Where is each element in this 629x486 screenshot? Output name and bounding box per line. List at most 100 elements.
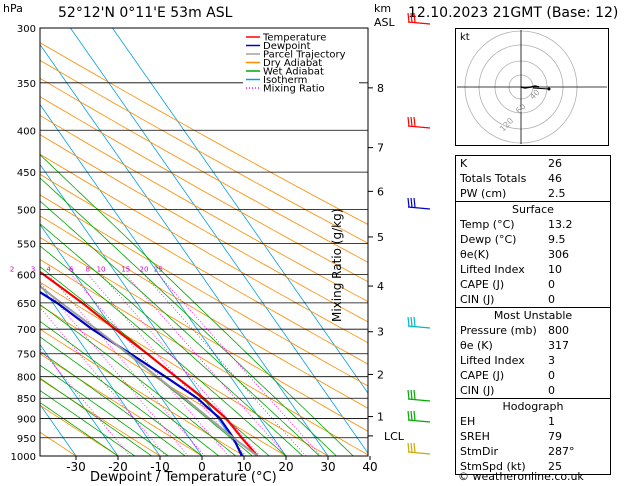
index-label: CIN (J) xyxy=(460,384,495,397)
isotherm xyxy=(40,403,77,456)
dry-adiabat xyxy=(40,96,368,283)
altitude-label: 2 xyxy=(377,368,384,381)
mixing-ratio-line xyxy=(158,274,322,456)
wet-adiabat xyxy=(40,364,169,456)
index-label: PW (cm) xyxy=(460,187,507,200)
index-row: StmDir 287° xyxy=(456,444,610,459)
wind-barb-flag xyxy=(413,316,416,327)
dry-adiabat xyxy=(40,404,119,456)
wind-barb-flag xyxy=(410,116,413,127)
hodograph-section-title: Hodograph xyxy=(456,398,610,414)
index-value: 0 xyxy=(548,384,555,397)
index-label: θe(K) xyxy=(460,248,490,261)
wind-barb xyxy=(407,451,431,455)
index-row: CAPE (J) 0 xyxy=(456,368,610,383)
mixing-ratio-line xyxy=(48,274,205,456)
wind-barb xyxy=(407,419,431,423)
index-value: 2.5 xyxy=(548,187,566,200)
storm-motion-dot xyxy=(547,87,551,91)
index-row: Dewp (°C) 9.5 xyxy=(456,232,610,247)
index-value: 306 xyxy=(548,248,569,261)
index-row: Totals Totals 46 xyxy=(456,171,610,186)
pressure-tick-label: 600 xyxy=(17,270,36,281)
pressure-tick-label: 1000 xyxy=(11,452,36,463)
wind-barb-flag xyxy=(410,197,413,208)
index-value: 1 xyxy=(548,415,555,428)
legend-box xyxy=(243,31,359,92)
legend-label: Wet Adiabat xyxy=(263,67,324,78)
dry-adiabat xyxy=(40,194,368,387)
legend-label: Dry Adiabat xyxy=(263,58,322,69)
x-axis-title: Dewpoint / Temperature (°C) xyxy=(90,470,277,485)
index-label: Temp (°C) xyxy=(460,218,515,231)
index-row: K 26 xyxy=(456,156,610,171)
x-tick-label: -20 xyxy=(108,460,128,474)
wind-barb-flag xyxy=(413,442,416,453)
index-label: SREH xyxy=(460,430,490,443)
location-label: 52°12'N 0°11'E 53m ASL xyxy=(58,5,233,21)
pressure-tick-label: 300 xyxy=(17,24,36,35)
series-dewpoint xyxy=(40,290,243,456)
index-label: EH xyxy=(460,415,476,428)
dry-adiabat xyxy=(40,353,203,456)
pressure-tick-label: 450 xyxy=(17,168,36,179)
index-value: 26 xyxy=(548,157,562,170)
index-value: 0 xyxy=(548,278,555,291)
x-tick-label: 10 xyxy=(236,460,251,474)
index-row: Lifted Index 3 xyxy=(456,353,610,368)
mixing-ratio-line xyxy=(40,306,167,456)
isotherm xyxy=(112,28,368,394)
wind-barb-flag xyxy=(407,389,410,400)
dry-adiabat xyxy=(40,304,287,456)
index-row: Lifted Index 10 xyxy=(456,262,610,277)
hodograph: kt 40 60 120 xyxy=(455,28,609,146)
mixing-ratio-line xyxy=(125,274,287,456)
index-label: StmSpd (kt) xyxy=(460,460,526,473)
datetime-label: 12.10.2023 21GMT (Base: 12) xyxy=(408,5,619,21)
index-label: θe (K) xyxy=(460,339,493,352)
x-tick-label: 0 xyxy=(198,460,206,474)
wind-barb-flag xyxy=(407,410,410,421)
altitude-label: LCL xyxy=(384,430,405,443)
wet-adiabat xyxy=(40,336,203,456)
index-value: 0 xyxy=(548,369,555,382)
unstable-section-title: Most Unstable xyxy=(456,307,610,323)
altitude-label: 3 xyxy=(377,326,384,339)
wind-barb-flag xyxy=(410,316,413,327)
index-label: StmDir xyxy=(460,445,499,458)
wind-barbs xyxy=(407,12,431,455)
mixing-ratio-label: 3 xyxy=(31,265,35,273)
pressure-unit-label: hPa xyxy=(3,2,23,15)
height-unit-asl: ASL xyxy=(374,16,395,29)
wet-adiabat xyxy=(40,320,220,456)
pressure-tick-label: 350 xyxy=(17,79,36,90)
hodograph-trace xyxy=(520,85,540,89)
altitude-label: 7 xyxy=(377,142,384,155)
wind-barb-flag xyxy=(413,389,416,400)
dry-adiabat xyxy=(40,59,368,244)
legend-label: Parcel Trajectory xyxy=(263,50,346,61)
wind-barb xyxy=(407,398,431,402)
index-label: CAPE (J) xyxy=(460,369,505,382)
mixing-ratio-line xyxy=(40,281,189,456)
mixing-ratio-label: 4 xyxy=(46,265,51,273)
index-value: 317 xyxy=(548,339,569,352)
index-label: K xyxy=(460,157,468,170)
index-row: Temp (°C) 13.2 xyxy=(456,217,610,232)
pressure-tick-label: 500 xyxy=(17,206,36,217)
pressure-tick-label: 700 xyxy=(17,325,36,336)
index-label: Lifted Index xyxy=(460,263,525,276)
dry-adiabat xyxy=(40,77,368,263)
index-row: CAPE (J) 0 xyxy=(456,277,610,292)
credit-label: © weatheronline.co.uk xyxy=(458,470,584,483)
pressure-tick-label: 950 xyxy=(17,434,36,445)
index-row: CIN (J) 0 xyxy=(456,383,610,398)
index-label: Dewp (°C) xyxy=(460,233,517,246)
x-tick-label: 40 xyxy=(362,460,377,474)
pressure-tick-label: 400 xyxy=(17,126,36,137)
x-tick-label: 20 xyxy=(278,460,293,474)
dry-adiabat xyxy=(40,114,368,303)
wind-barb-flag xyxy=(413,116,416,127)
wet-adiabat xyxy=(40,223,304,456)
